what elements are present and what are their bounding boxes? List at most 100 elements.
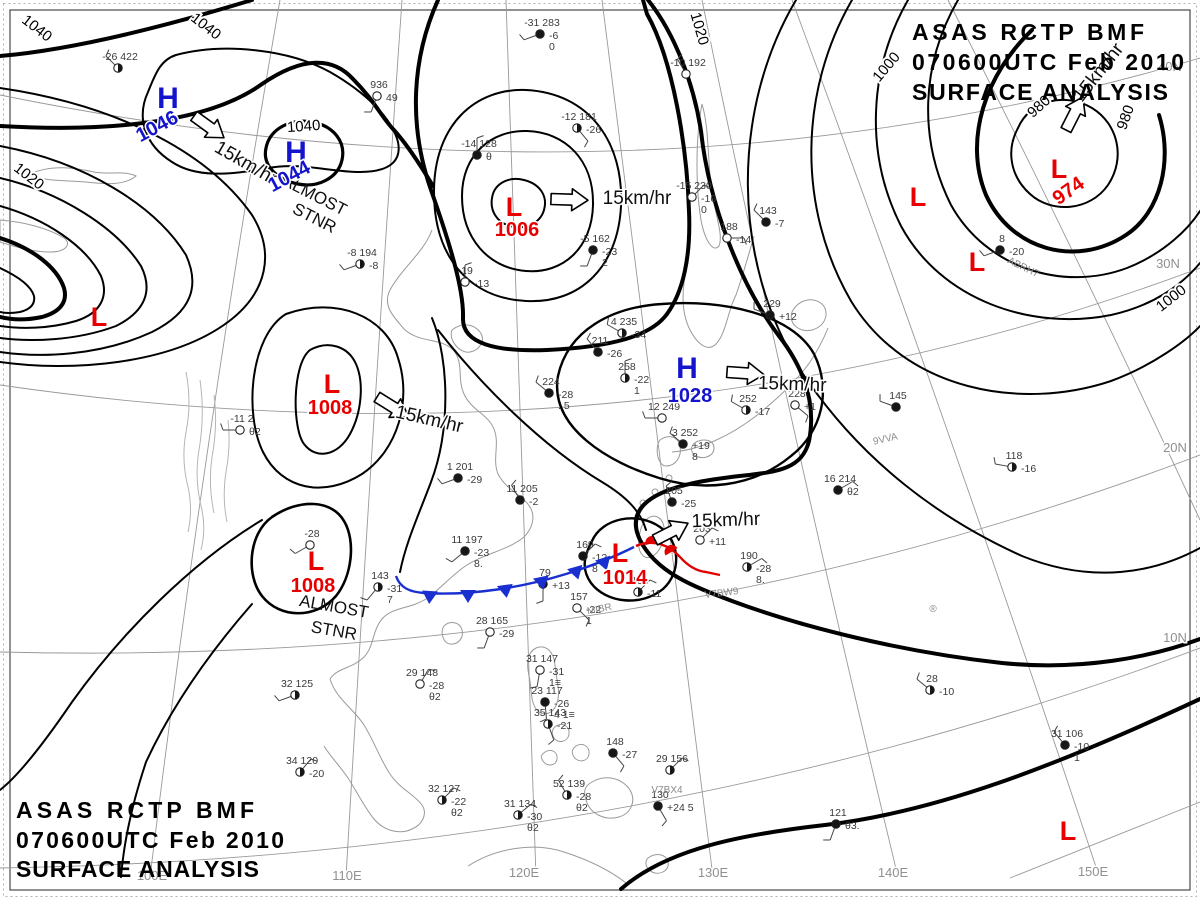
station-value: -10 192 — [670, 57, 706, 69]
low-center-symbol: L — [308, 546, 325, 576]
station-value: 29 156 — [656, 753, 688, 765]
station-value: 7 — [387, 594, 393, 606]
graticule-label: 20N — [1163, 440, 1187, 455]
wind-barb-icon — [558, 780, 566, 792]
graticule-label: 110E — [332, 868, 362, 883]
isobar — [0, 60, 435, 188]
station-cloud-cover-icon — [540, 697, 550, 707]
station-plot: 118-16 — [993, 450, 1036, 475]
station-cloud-cover-icon — [472, 150, 482, 160]
station-cloud-cover-icon — [235, 425, 245, 435]
station-value: -30 — [527, 811, 542, 823]
wind-barb-tick — [274, 695, 280, 702]
wind-barb-icon — [995, 463, 1009, 467]
wind-barb-tick — [339, 264, 345, 271]
station-value: θ2 — [249, 426, 261, 438]
station-value: 139 — [631, 575, 649, 587]
movement-arrow-icon — [373, 391, 410, 419]
station-value: -7 — [775, 218, 784, 230]
wind-barb-tick — [594, 543, 602, 548]
station-value: 1 201 — [447, 461, 473, 473]
station-value: 258 — [618, 361, 636, 373]
station-plot: 188-14 — [720, 221, 751, 246]
station-value: 190 — [740, 550, 758, 562]
coastline — [584, 777, 634, 819]
wind-barb-tick — [289, 548, 296, 554]
station-value: θ2 — [527, 822, 539, 834]
station-value: -28 — [756, 563, 771, 575]
station-cloud-cover-icon — [1060, 740, 1070, 750]
station-cloud-cover-icon — [681, 69, 691, 79]
station-plot: 34 120-20 — [286, 755, 324, 780]
station-value: -20 — [1009, 246, 1024, 258]
wind-barb-tick — [539, 718, 547, 723]
station-value: -12 181 — [561, 111, 597, 123]
isobar — [399, 317, 447, 573]
isobar — [0, 205, 105, 329]
isobar — [437, 329, 647, 531]
wind-barb-icon — [586, 253, 593, 267]
low-center-symbol: L — [969, 247, 986, 277]
station-plot: 205-25 — [665, 481, 696, 510]
station-cloud-half-icon — [300, 767, 305, 777]
warm-front-cusp — [664, 544, 678, 556]
wind-barb-icon — [879, 400, 893, 407]
station-cloud-cover-icon — [995, 245, 1005, 255]
station-value: 8 — [592, 563, 598, 575]
wind-barb-tick — [428, 668, 436, 671]
station-value: 28 — [926, 673, 938, 685]
wind-barb-icon — [548, 727, 555, 741]
station-value: 32 127 — [428, 783, 460, 795]
station-value: 157 — [570, 591, 588, 603]
isobar-value-label: 1040 — [286, 117, 320, 136]
station-cloud-cover-icon — [593, 347, 603, 357]
wind-barb-tick — [681, 757, 689, 762]
isobar — [1010, 98, 1119, 208]
station-value: 228 — [788, 388, 806, 400]
graticule-label: 120E — [509, 865, 540, 880]
station-value: 211 — [592, 335, 609, 347]
wind-barb-tick — [464, 262, 472, 266]
wind-barb-tick — [753, 203, 758, 211]
station-plot: 11 205-2 — [506, 479, 538, 508]
wind-barb-tick — [703, 184, 711, 189]
wind-barb-tick — [852, 481, 859, 487]
station-plot: 143-317 — [360, 570, 402, 606]
wind-barb-tick — [445, 557, 453, 563]
coastline — [0, 219, 68, 253]
low-center-symbol: L — [324, 369, 341, 399]
station-cloud-half-icon — [622, 328, 627, 338]
motion-arrow-layer — [189, 96, 1087, 546]
isobar — [0, 177, 148, 341]
wind-barb-icon — [535, 381, 547, 391]
station-value: 11 205 — [506, 483, 537, 495]
station-value: 936 — [370, 79, 388, 91]
isobar — [0, 236, 67, 322]
station-value: +1 — [804, 401, 816, 413]
wind-barb-icon — [983, 250, 997, 257]
station-value: . 5 — [558, 400, 570, 412]
coastline — [551, 723, 570, 742]
wind-barb-tick — [743, 237, 747, 245]
wind-barb-tick — [993, 457, 996, 465]
coastline — [696, 103, 721, 249]
station-value: 205 — [665, 485, 683, 497]
pressure-value-label: 1014 — [603, 567, 648, 589]
station-plot: 35 143-21 — [534, 707, 572, 745]
station-value: -26 — [554, 698, 569, 710]
wind-barb-icon — [579, 610, 590, 621]
station-value: -27 — [622, 749, 637, 761]
station-value: -23 — [602, 246, 617, 258]
low-center-symbol: L — [612, 538, 629, 568]
station-cloud-cover-icon — [578, 551, 588, 561]
station-value: -31 283 — [524, 17, 560, 29]
coastline — [527, 646, 560, 715]
wind-barb-tick — [805, 415, 809, 423]
isobar — [555, 301, 825, 487]
wind-barb-tick — [548, 739, 555, 745]
chart-title-line2: 070600UTC Feb 2010 — [16, 827, 284, 853]
wind-barb-icon — [677, 59, 685, 71]
station-value: -28 — [429, 680, 444, 692]
station-plot: 203+11 — [693, 523, 726, 548]
